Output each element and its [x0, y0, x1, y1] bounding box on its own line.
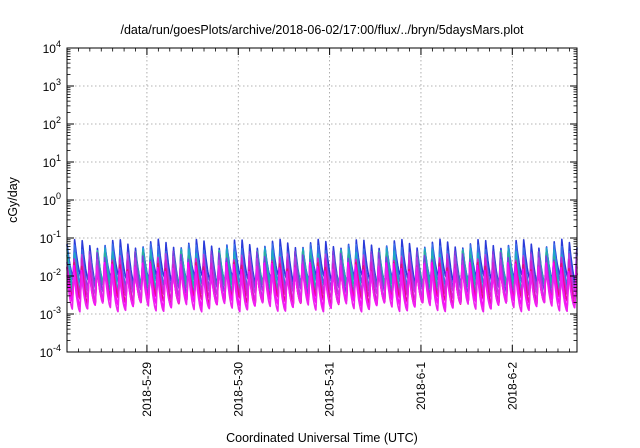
x-tick-label: 2018-5-31: [323, 362, 337, 417]
y-axis-title: cGy/day: [6, 176, 20, 223]
y-axis: 104 103 102 101 100 10-1 10-2 10-3 10-4: [40, 39, 577, 360]
series-group: [66, 238, 578, 313]
x-tick-label: 2018-6-2: [505, 362, 519, 410]
x-axis-title: Coordinated Universal Time (UTC): [226, 431, 418, 445]
x-tick-label: 2018-5-29: [140, 362, 154, 417]
y-tick-label: 10-1: [40, 229, 61, 246]
x-tick-label: 2018-6-1: [414, 362, 428, 410]
y-tick-label: 101: [43, 153, 61, 170]
series-line: [66, 264, 578, 313]
x-tick-label: 2018-5-30: [231, 362, 245, 417]
y-tick-label: 10-4: [40, 343, 61, 360]
y-tick-label: 104: [43, 39, 61, 56]
chart-title: /data/run/goesPlots/archive/2018-06-02/1…: [120, 23, 524, 37]
x-axis: 2018-5-29 2018-5-30 2018-5-31 2018-6-1 2018-…: [66, 48, 570, 417]
y-tick-label: 10-3: [40, 305, 61, 322]
y-tick-label: 103: [43, 77, 61, 94]
y-tick-label: 10-2: [40, 267, 61, 284]
y-tick-label: 100: [43, 191, 61, 208]
y-tick-label: 102: [43, 115, 61, 132]
